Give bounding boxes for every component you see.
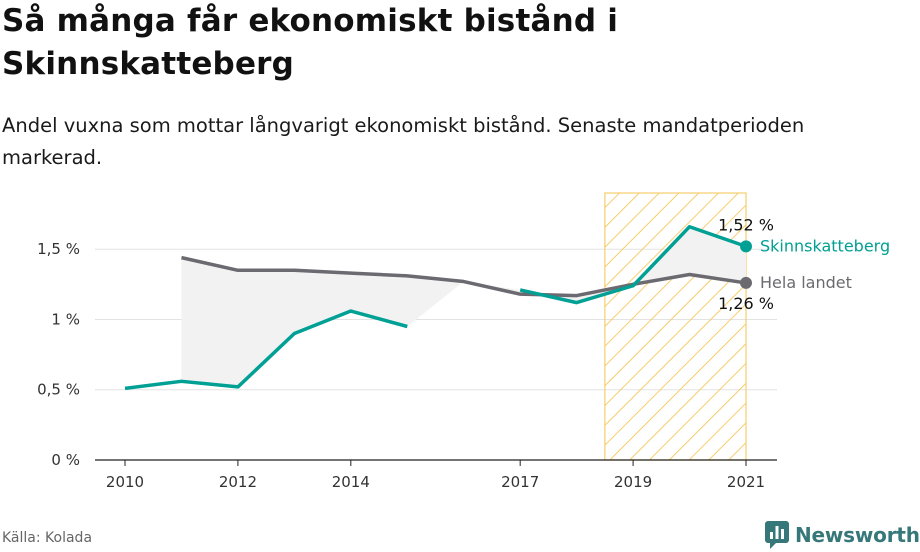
brand-name: Newsworthy <box>795 523 920 547</box>
y-tick-label-3: 1,5 % <box>37 240 80 258</box>
chart-subtitle: Andel vuxna som mottar långvarigt ekonom… <box>2 114 805 169</box>
x-tick-label-1: 2012 <box>219 473 257 491</box>
national-value-label: 1,26 % <box>718 294 774 313</box>
national-end-point <box>740 276 752 289</box>
newsworthy-logo-icon <box>765 521 789 549</box>
source-note: Källa: Kolada <box>2 530 93 546</box>
y-tick-label-0: 0 % <box>51 451 80 469</box>
national-line-segment-0 <box>181 255 747 298</box>
brand-logo: Newsworthy <box>765 520 920 550</box>
x-tick-label-0: 2010 <box>106 473 144 491</box>
municipality-end-point <box>740 240 752 253</box>
x-tick-label-5: 2021 <box>727 473 765 491</box>
municipality-line-segment-1 <box>519 224 747 305</box>
x-tick-label-4: 2019 <box>614 473 652 491</box>
municipality-series-label: Skinnskatteberg <box>760 236 890 255</box>
chart-title: Så många får ekonomiskt bistånd i Skinns… <box>2 3 619 82</box>
municipality-line-segment-0 <box>124 309 408 391</box>
difference-area <box>181 226 747 387</box>
y-tick-label-1: 0,5 % <box>37 381 80 399</box>
x-tick-label-3: 2017 <box>501 473 539 491</box>
national-series-label: Hela landet <box>760 273 852 292</box>
y-tick-label-2: 1 % <box>51 310 80 328</box>
x-tick-label-2: 2014 <box>332 473 370 491</box>
municipality-value-label: 1,52 % <box>718 215 774 234</box>
